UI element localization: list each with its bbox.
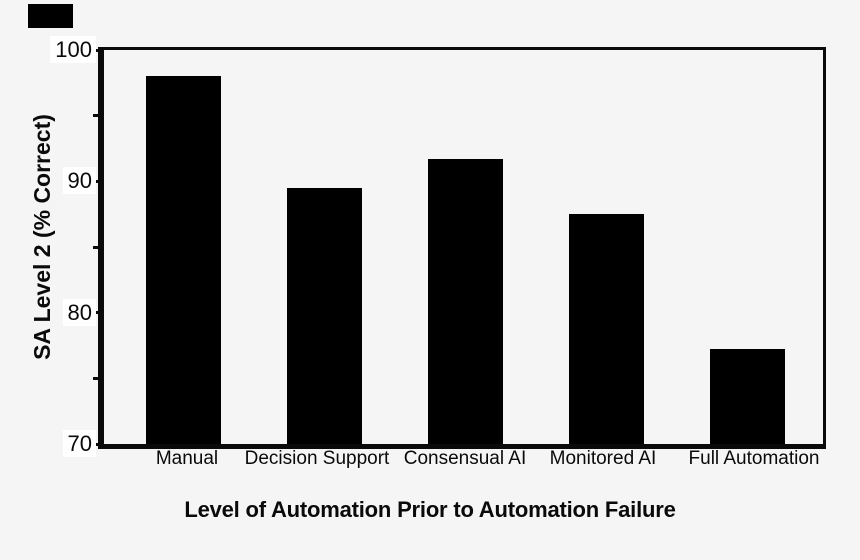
bar-decision-support: [286, 187, 362, 444]
y-tick-label-text: 100: [50, 36, 96, 63]
x-axis-title: Level of Automation Prior to Automation …: [184, 497, 676, 522]
y-tick-label-text: 90: [62, 167, 96, 195]
y-tick-label: 80: [14, 298, 96, 326]
y-axis-minor-tick: [93, 245, 98, 249]
y-tick-label: 70: [14, 430, 96, 457]
y-axis-title: SA Level 2 (% Correct): [29, 114, 55, 360]
x-category-label: Decision Support: [244, 448, 390, 469]
plot-area: [98, 47, 826, 449]
y-axis-minor-tick: [93, 114, 98, 118]
bar-manual: [145, 76, 221, 444]
y-tick-label: 90: [14, 167, 96, 195]
x-category-label: Full Automation: [688, 448, 820, 469]
y-tick-label-text: 70: [62, 430, 96, 457]
image-artifact-box: [28, 4, 73, 28]
y-tick-label-text: 80: [62, 298, 96, 326]
y-tick-label: 100: [14, 36, 96, 63]
bar-consensual-ai: [427, 159, 503, 444]
x-category-label: Consensual AI: [403, 448, 527, 469]
bar-full-automation: [709, 349, 785, 444]
x-category-label: Monitored AI: [549, 448, 657, 469]
bar-monitored-ai: [568, 214, 644, 444]
y-axis-minor-tick: [93, 376, 98, 380]
x-category-label: Manual: [155, 448, 219, 469]
